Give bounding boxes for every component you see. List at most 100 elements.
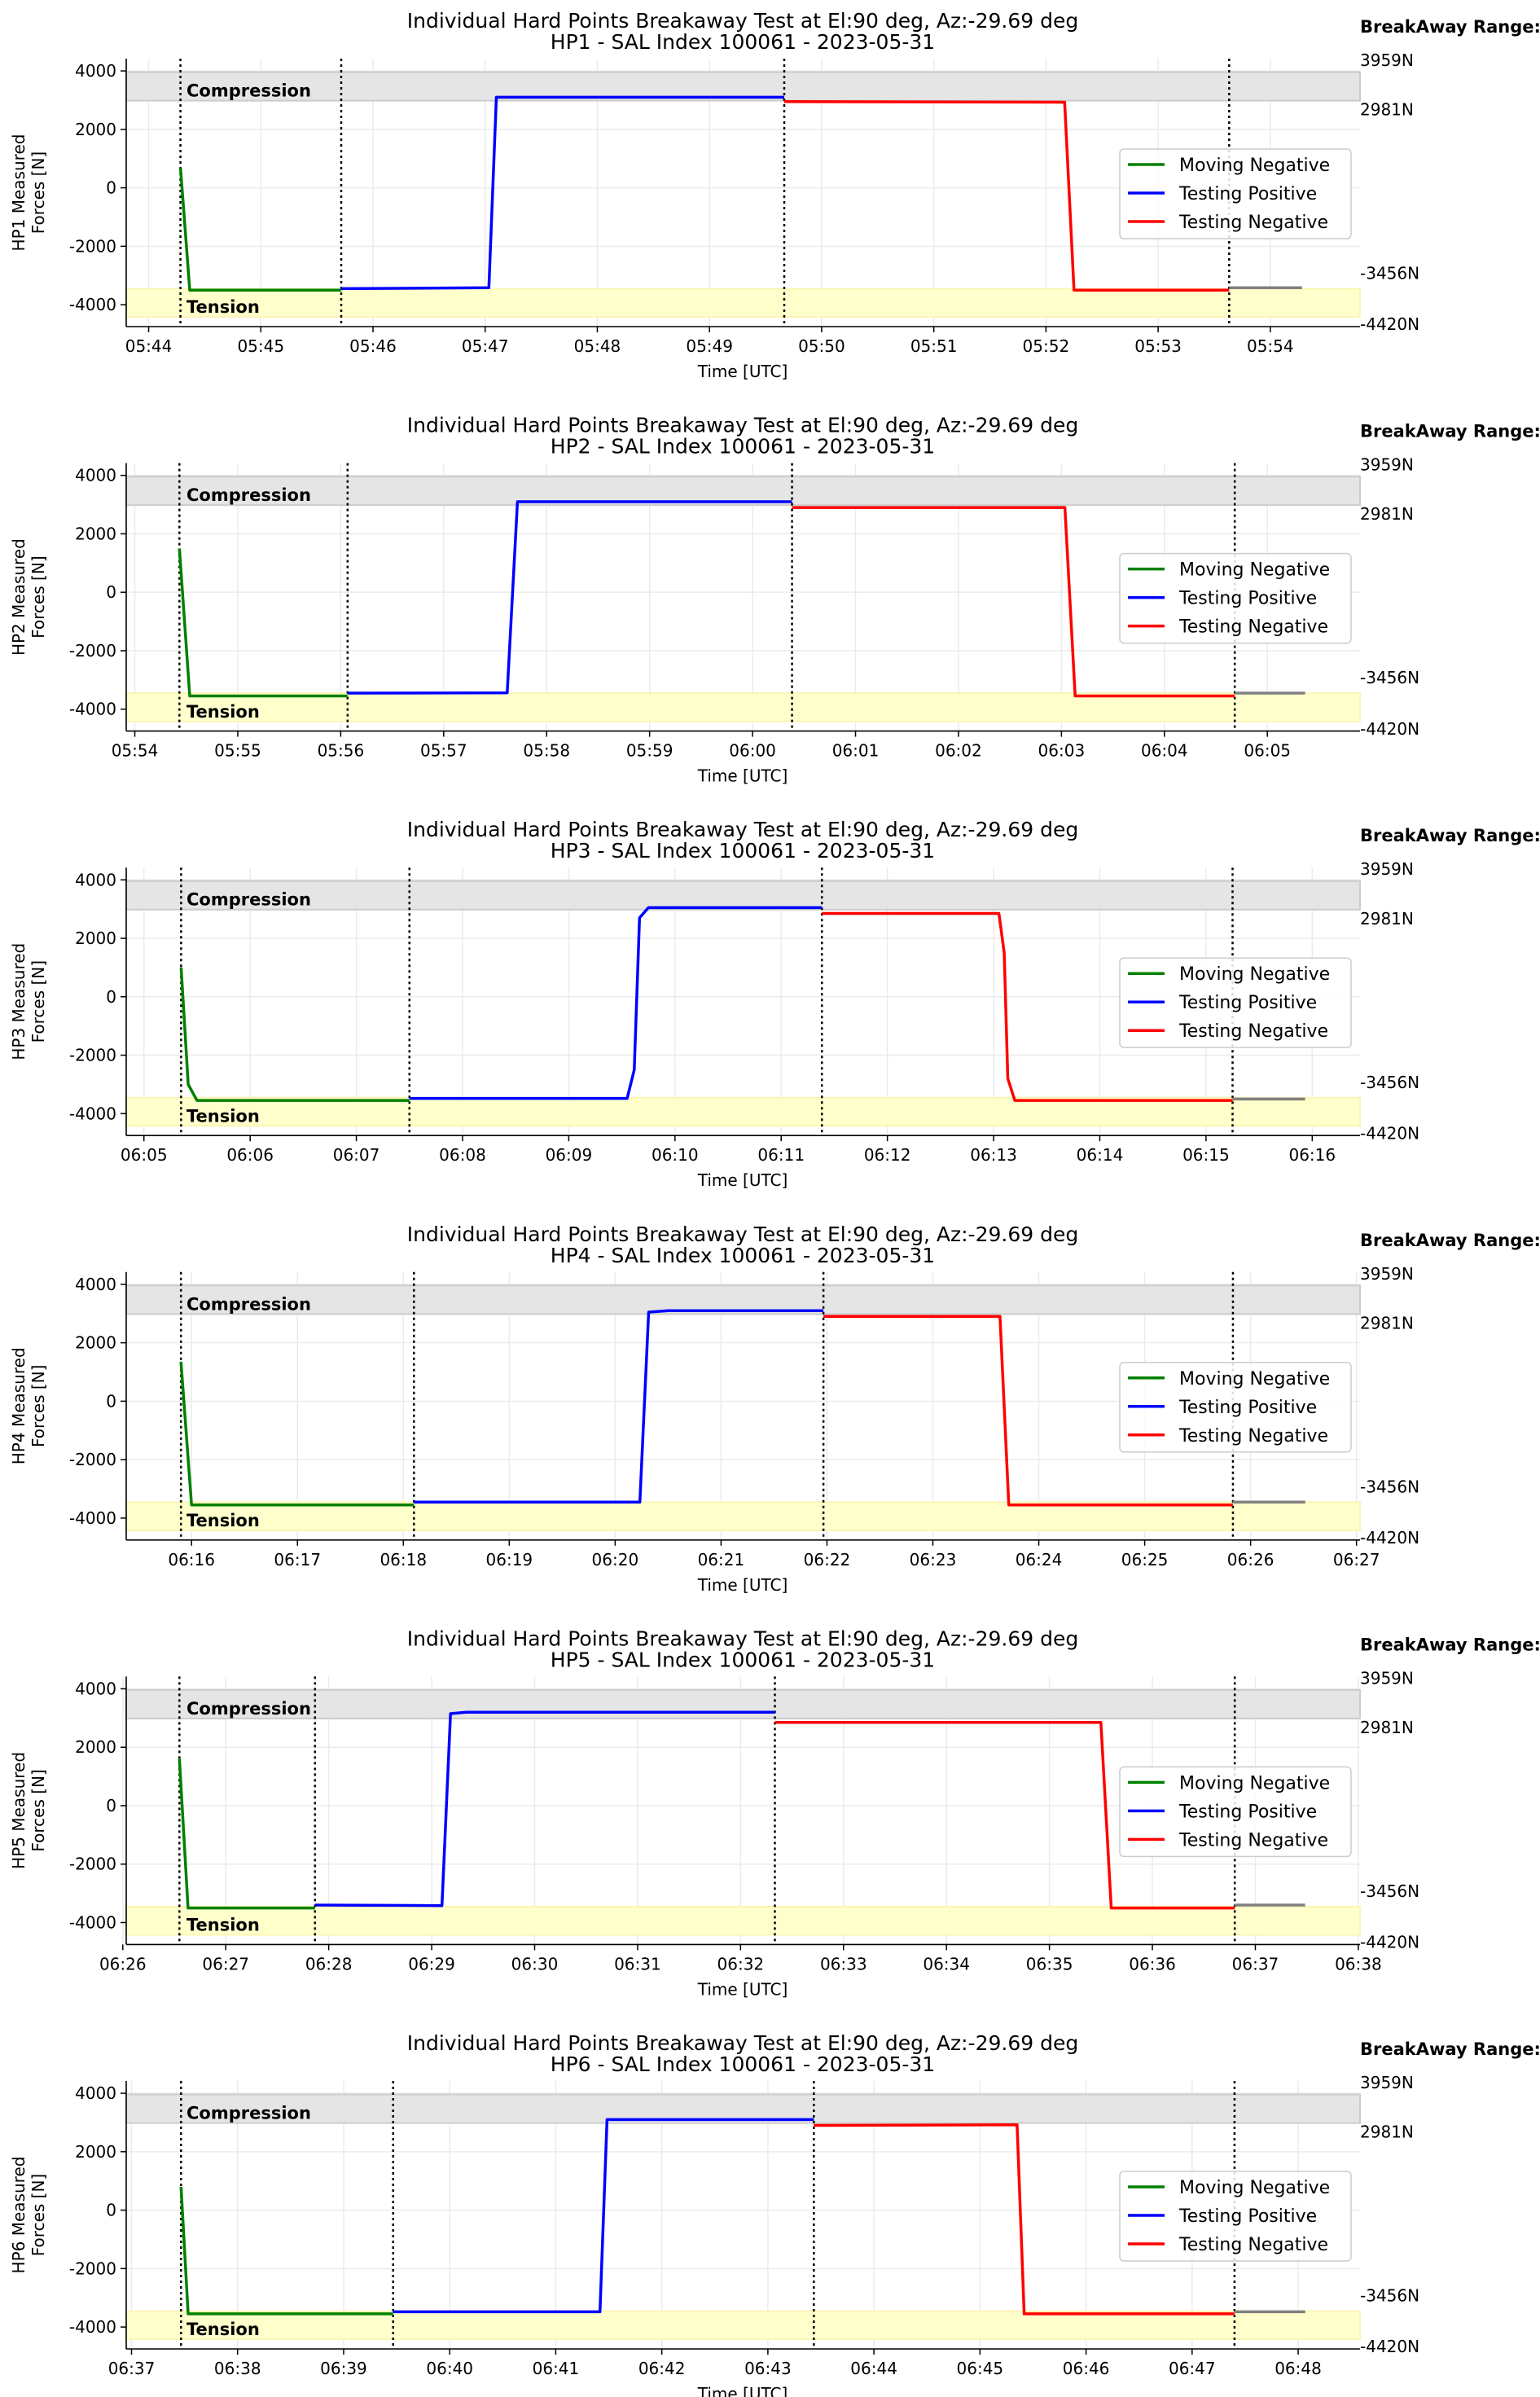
x-axis-label: Time [UTC]: [697, 1170, 788, 1190]
y-axis-label: Forces [N]: [29, 1769, 48, 1851]
x-tick-label: 06:35: [1026, 1954, 1073, 1973]
x-tick-label: 06:02: [935, 741, 982, 761]
subplot-hp6: Individual Hard Points Breakaway Test at…: [9, 2031, 1540, 2397]
y-axis-label: HP4 Measured: [9, 1347, 29, 1464]
y-axis-label: HP3 Measured: [9, 943, 29, 1060]
y-tick-label: 0: [106, 1391, 116, 1411]
x-tick-label: 06:13: [970, 1145, 1017, 1165]
y-tick-label: 2000: [75, 1737, 116, 1757]
y-tick-label: 4000: [75, 2083, 116, 2103]
breakaway-range-label: BreakAway Range:: [1360, 2039, 1540, 2059]
series-testing-negative: [814, 2123, 1235, 2316]
x-tick-label: 06:32: [717, 1954, 765, 1973]
legend-entry: Testing Positive: [1178, 993, 1317, 1013]
y-tick-label: -2000: [69, 641, 116, 661]
series-testing-positive: [393, 2118, 814, 2314]
tension-label: Tension: [186, 1916, 260, 1935]
range-label: 3959N: [1360, 2073, 1414, 2092]
x-tick-label: 06:25: [1121, 1550, 1169, 1569]
legend-entry: Testing Negative: [1178, 1426, 1328, 1447]
x-tick-label: 06:29: [408, 1954, 455, 1973]
x-tick-label: 06:38: [1335, 1954, 1382, 1973]
x-tick-label: 06:37: [1232, 1954, 1279, 1973]
breakaway-range-label: BreakAway Range:: [1360, 17, 1540, 37]
tension-label: Tension: [186, 702, 260, 722]
legend-entry: Testing Negative: [1178, 1021, 1328, 1042]
x-tick-label: 05:46: [349, 336, 397, 356]
legend-box: [1119, 2171, 1352, 2262]
x-tick-label: 06:01: [832, 741, 880, 761]
range-label: -4420N: [1360, 314, 1419, 334]
x-axis-label: Time [UTC]: [697, 1575, 788, 1595]
range-label: 2981N: [1360, 100, 1414, 120]
y-tick-label: -2000: [69, 2259, 116, 2278]
range-label: -3456N: [1360, 2286, 1419, 2306]
x-tick-label: 06:33: [820, 1954, 867, 1973]
compression-label: Compression: [186, 890, 311, 910]
x-tick-label: 06:06: [226, 1145, 274, 1165]
y-tick-label: 4000: [75, 1679, 116, 1698]
compression-band: [125, 1688, 1361, 1720]
x-tick-label: 06:48: [1275, 2359, 1322, 2378]
breakaway-range-label: BreakAway Range:: [1360, 1231, 1540, 1250]
range-label: -4420N: [1360, 719, 1419, 739]
range-label: 3959N: [1360, 1668, 1414, 1688]
range-label: -3456N: [1360, 1881, 1419, 1901]
x-tick-label: 06:28: [305, 1954, 353, 1973]
x-tick-label: 05:56: [318, 741, 365, 761]
range-label: 2981N: [1360, 2123, 1414, 2142]
x-tick-label: 06:41: [533, 2359, 580, 2378]
legend: Moving Negative Testing Positive Testing N…: [1119, 148, 1352, 239]
chart-subtitle: HP2 - SAL Index 100061 - 2023-05-31: [551, 435, 935, 459]
legend: Moving Negative Testing Positive Testing N…: [1119, 957, 1352, 1048]
legend: Moving Negative Testing Positive Testing N…: [1119, 552, 1352, 644]
y-tick-label: 2000: [75, 929, 116, 948]
x-tick-label: 06:47: [1169, 2359, 1216, 2378]
y-axis-label: HP2 Measured: [9, 538, 29, 656]
x-tick-label: 05:57: [420, 741, 467, 761]
range-label: -4420N: [1360, 2337, 1419, 2356]
y-tick-label: 4000: [75, 1275, 116, 1294]
y-tick-label: -2000: [69, 1450, 116, 1469]
legend-entry: Moving Negative: [1179, 560, 1330, 581]
compression-label: Compression: [186, 1699, 311, 1719]
legend-entry: Testing Negative: [1178, 617, 1328, 638]
x-tick-label: 06:27: [1333, 1550, 1380, 1569]
range-label: -3456N: [1360, 264, 1419, 283]
legend-entry: Testing Negative: [1178, 2235, 1328, 2255]
legend-box: [1119, 1766, 1352, 1858]
x-tick-label: 06:17: [274, 1550, 321, 1569]
y-tick-label: 2000: [75, 2142, 116, 2162]
chart-subtitle: HP6 - SAL Index 100061 - 2023-05-31: [551, 2052, 935, 2076]
x-axis-label: Time [UTC]: [697, 1979, 788, 1999]
legend-box: [1119, 552, 1352, 644]
series-moving-negative: [179, 2186, 393, 2316]
chart-title: Individual Hard Points Breakaway Test at…: [407, 2031, 1078, 2055]
legend-entry: Testing Positive: [1178, 1802, 1317, 1822]
tension-label: Tension: [186, 1511, 260, 1530]
x-tick-label: 05:48: [574, 336, 621, 356]
tension-label: Tension: [186, 2320, 260, 2339]
y-axis-label: HP5 Measured: [9, 1752, 29, 1869]
x-tick-label: 06:20: [592, 1550, 639, 1569]
range-label: 3959N: [1360, 1264, 1414, 1284]
y-axis-label: HP6 Measured: [9, 2157, 29, 2274]
tension-band: [125, 1096, 1361, 1127]
series-moving-negative: [178, 167, 341, 292]
range-label: -3456N: [1360, 1477, 1419, 1496]
series-testing-positive: [414, 1309, 824, 1504]
legend-entry: Moving Negative: [1179, 964, 1330, 985]
x-tick-label: 06:11: [757, 1145, 805, 1165]
chart-subtitle: HP3 - SAL Index 100061 - 2023-05-31: [551, 839, 935, 863]
y-tick-label: -2000: [69, 1855, 116, 1874]
tension-label: Tension: [186, 1106, 260, 1126]
legend-entry: Moving Negative: [1179, 156, 1330, 176]
breakaway-range-label: BreakAway Range:: [1360, 422, 1540, 441]
x-axis-label: Time [UTC]: [697, 2384, 788, 2397]
legend-entry: Moving Negative: [1179, 2178, 1330, 2198]
tension-band: [125, 1501, 1361, 1531]
y-tick-label: -4000: [69, 295, 116, 314]
x-axis-label: Time [UTC]: [697, 766, 788, 786]
legend-entry: Testing Negative: [1178, 213, 1328, 233]
